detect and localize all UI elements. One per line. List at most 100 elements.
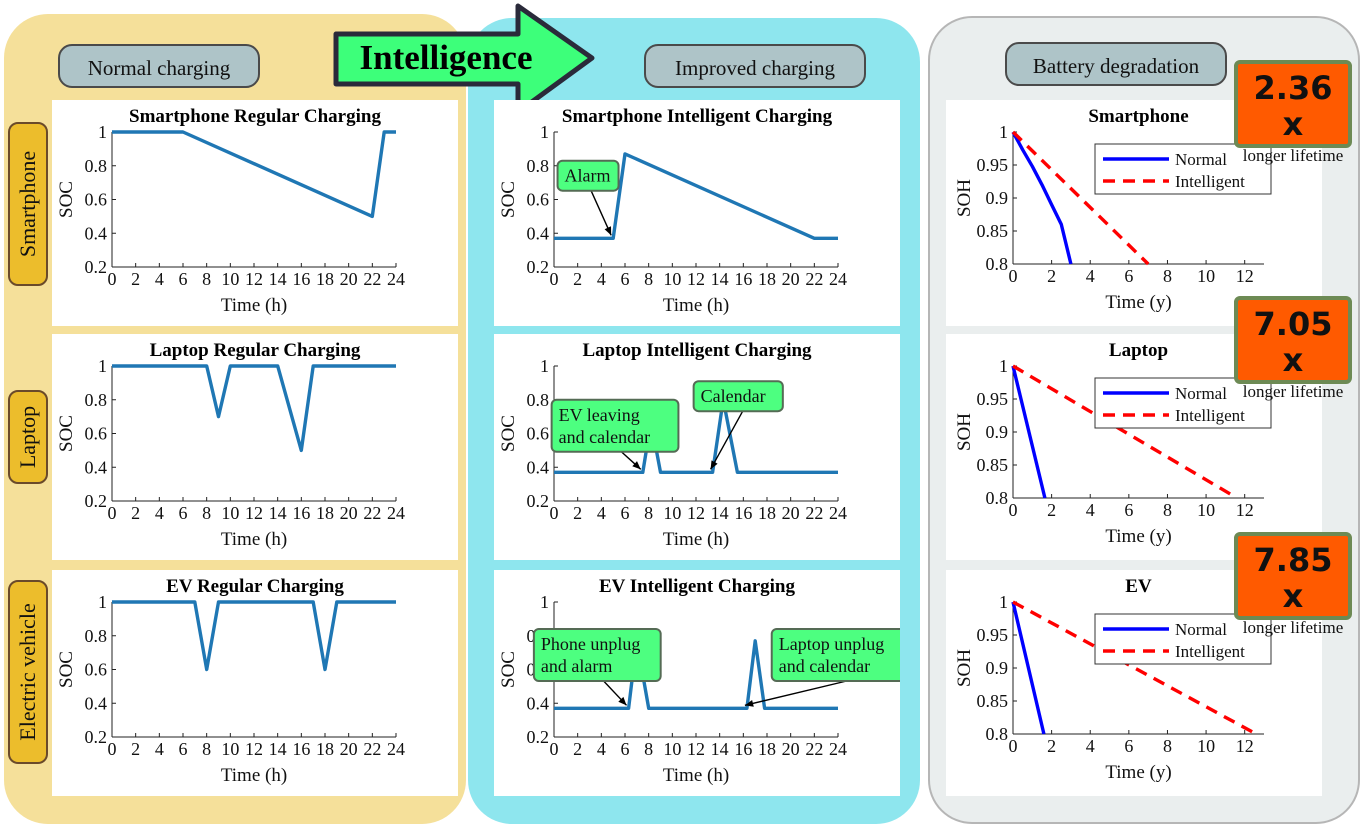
legend-box	[1094, 377, 1272, 429]
x-tick-label: 0	[550, 503, 559, 523]
callout-text: and alarm	[541, 656, 612, 676]
x-tick-label: 24	[387, 739, 405, 759]
y-axis-label: SOC	[56, 651, 77, 688]
callout-arrow-head	[710, 460, 718, 470]
y-tick-label: 0.9	[986, 188, 1009, 208]
x-tick-label: 22	[805, 739, 823, 759]
x-tick-label: 2	[131, 269, 140, 289]
x-tick-label: 10	[1197, 500, 1215, 520]
legend-label-intelligent: Intelligent	[1175, 406, 1245, 425]
x-tick-label: 12	[687, 503, 705, 523]
x-axis-label: Time (h)	[221, 295, 287, 316]
y-tick-label: 0.9	[986, 422, 1009, 442]
x-tick-label: 8	[1163, 500, 1172, 520]
y-tick-label: 0.6	[85, 190, 108, 210]
x-tick-label: 20	[782, 503, 800, 523]
legend-label-normal: Normal	[1175, 150, 1227, 169]
x-tick-label: 6	[179, 269, 188, 289]
x-tick-label: 2	[573, 739, 582, 759]
x-tick-label: 2	[1047, 266, 1056, 286]
soc-series-line	[112, 600, 396, 672]
x-tick-label: 8	[644, 739, 653, 759]
x-tick-label: 2	[131, 739, 140, 759]
lifetime-badge-laptop: 7.05 x longer lifetime	[1234, 296, 1352, 401]
y-axis-label: SOH	[954, 649, 975, 687]
y-tick-label: 0.4	[527, 693, 550, 713]
x-tick-label: 24	[387, 269, 405, 289]
series-intelligent	[1011, 130, 1150, 266]
chart-title: Laptop	[1109, 340, 1168, 361]
row-label-laptop: Laptop	[8, 390, 48, 484]
chart-title: Smartphone Regular Charging	[129, 106, 381, 127]
y-tick-label: 0.2	[527, 257, 550, 277]
x-tick-label: 12	[1236, 736, 1254, 756]
chart-card-laptop-intelligent: Laptop Intelligent Charging 0 2 4 6 8 10 12 14 16…	[494, 334, 900, 560]
x-tick-label: 14	[711, 739, 729, 759]
y-tick-label: 0.9	[986, 658, 1009, 678]
x-tick-label: 24	[829, 269, 847, 289]
soc-series-line	[112, 364, 396, 453]
x-tick-label: 8	[202, 503, 211, 523]
y-tick-label: 0.4	[85, 693, 108, 713]
series-normal	[1011, 601, 1046, 735]
callout-text: and calendar	[559, 427, 650, 447]
legend-label-intelligent: Intelligent	[1175, 172, 1245, 191]
y-tick-label: 0.6	[85, 424, 108, 444]
x-tick-label: 6	[179, 739, 188, 759]
y-tick-label: 0.95	[977, 155, 1009, 175]
x-tick-label: 4	[1086, 500, 1095, 520]
soc-series-line	[112, 130, 396, 219]
x-axis-label: Time (h)	[663, 765, 729, 786]
x-tick-label: 6	[179, 503, 188, 523]
y-axis-label: SOC	[56, 415, 77, 452]
y-axis-label: SOC	[56, 181, 77, 218]
callout-text: EV leaving	[559, 405, 640, 425]
x-tick-label: 12	[245, 503, 263, 523]
y-tick-label: 0.4	[527, 223, 550, 243]
y-tick-label: 1	[999, 592, 1008, 612]
chart-laptop-soh: Laptop 0 2 4 6 8 10 12 0.8 0.85 0.9 0.95 1 Time (y) SO…	[954, 340, 1272, 547]
chart-card-ev-regular: EV Regular Charging 0 2 4 6 8 10 12 14 16 18 20 22 24…	[52, 570, 458, 796]
y-axis-label: SOH	[954, 179, 975, 217]
y-tick-label: 0.2	[85, 727, 108, 747]
x-tick-label: 4	[155, 739, 164, 759]
x-tick-label: 6	[1124, 500, 1133, 520]
y-tick-label: 0.8	[85, 390, 108, 410]
y-tick-label: 0.6	[85, 660, 108, 680]
x-tick-label: 2	[1047, 736, 1056, 756]
x-tick-label: 4	[155, 503, 164, 523]
x-tick-label: 4	[1086, 736, 1095, 756]
x-tick-label: 16	[734, 503, 752, 523]
badge-value: 7.85 x	[1253, 541, 1333, 615]
y-tick-label: 1	[540, 122, 549, 142]
y-tick-label: 0.8	[986, 254, 1009, 274]
x-tick-label: 20	[782, 739, 800, 759]
badge-value: 7.05 x	[1253, 305, 1333, 379]
x-tick-label: 12	[245, 739, 263, 759]
x-tick-label: 18	[316, 739, 334, 759]
x-axis-label: Time (y)	[1105, 526, 1171, 547]
x-tick-label: 4	[597, 739, 606, 759]
y-tick-label: 0.8	[986, 488, 1009, 508]
callout-box	[532, 628, 662, 682]
x-axis-label: Time (h)	[221, 765, 287, 786]
lifetime-badge-smartphone: 2.36 x longer lifetime	[1234, 60, 1352, 165]
x-tick-label: 14	[711, 503, 729, 523]
callout-box	[550, 398, 680, 453]
x-tick-label: 4	[597, 503, 606, 523]
y-tick-label: 0.4	[85, 223, 108, 243]
x-tick-label: 10	[663, 503, 681, 523]
x-tick-label: 6	[1124, 266, 1133, 286]
x-tick-label: 18	[316, 269, 334, 289]
soc-series-line	[554, 397, 838, 475]
improved-charging-header: Improved charging	[644, 44, 866, 88]
callout-box	[556, 159, 620, 192]
x-tick-label: 20	[340, 269, 358, 289]
y-tick-label: 0.6	[527, 424, 550, 444]
x-tick-label: 10	[221, 739, 239, 759]
y-axis-label: SOC	[498, 415, 519, 452]
callout-arrow-line	[709, 410, 744, 470]
chart-title: EV Regular Charging	[166, 576, 344, 597]
